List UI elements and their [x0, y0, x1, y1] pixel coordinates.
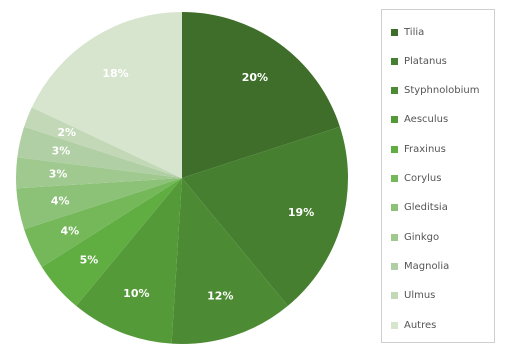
- pie-slice-fraxinus: [41, 178, 183, 306]
- slice-value-label-platanus: 19%: [288, 206, 314, 219]
- slice-value-label-magnolia: 3%: [52, 144, 71, 157]
- legend-item-aesculus: Aesculus: [391, 113, 448, 127]
- pie-slice-corylus: [24, 178, 183, 267]
- legend-swatch: [391, 321, 398, 329]
- pie-slice-aesculus: [76, 178, 182, 344]
- legend-item-fraxinus: Fraxinus: [391, 142, 446, 156]
- pie-slice-tilia: [182, 12, 340, 178]
- pie-slice-magnolia: [17, 126, 183, 178]
- legend-item-styphnolobium: Styphnolobium: [391, 84, 479, 98]
- legend-label: Ginkgo: [404, 231, 440, 243]
- slice-value-label-styphnolobium: 12%: [207, 289, 233, 302]
- legend-item-platanus: Platanus: [391, 54, 447, 68]
- legend-label: Aesculus: [404, 114, 449, 126]
- legend-swatch: [391, 175, 398, 182]
- legend-label: Magnolia: [404, 260, 450, 272]
- pie-slice-platanus: [182, 126, 349, 306]
- pie-slice-ulmus: [24, 107, 183, 178]
- legend-swatch: [391, 28, 398, 36]
- pie-slice-autres: [31, 12, 182, 178]
- slice-value-label-autres: 18%: [102, 67, 128, 80]
- legend-label: Autres: [404, 319, 437, 331]
- legend-label: Fraxinus: [404, 143, 446, 155]
- legend-item-tilia: Tilia: [391, 25, 424, 39]
- legend-swatch: [391, 262, 398, 270]
- legend-swatch: [391, 145, 398, 153]
- pie-chart: 20% 19% 12% 10% 5% 4% 4% 3% 3% 2% 18%: [16, 12, 349, 344]
- legend-swatch: [391, 233, 398, 241]
- legend-label: Styphnolobium: [404, 85, 480, 97]
- legend-label: Tilia: [404, 26, 425, 38]
- slice-value-label-ginkgo: 3%: [49, 168, 68, 181]
- slice-value-label-ulmus: 2%: [57, 126, 76, 139]
- legend: Tilia Platanus Styphnolobium Aesculus Fraxin…: [381, 9, 495, 343]
- legend-item-corylus: Corylus: [391, 172, 441, 186]
- pie-slice-styphnolobium: [171, 178, 288, 344]
- legend-item-autres: Autres: [391, 318, 436, 332]
- pie-slice-ginkgo: [16, 157, 182, 189]
- legend-label: Ulmus: [404, 290, 436, 302]
- legend-swatch: [391, 292, 398, 300]
- pie-labels: 20% 19% 12% 10% 5% 4% 4% 3% 3% 2% 18%: [49, 67, 315, 303]
- legend-swatch: [391, 204, 398, 212]
- slice-value-label-tilia: 20%: [242, 71, 268, 84]
- slice-value-label-gleditsia: 4%: [51, 195, 70, 208]
- legend-item-ginkgo: Ginkgo: [391, 230, 439, 244]
- legend-item-ulmus: Ulmus: [391, 289, 435, 303]
- pie-slices: [16, 12, 349, 344]
- slice-value-label-corylus: 4%: [60, 224, 79, 237]
- legend-swatch: [391, 57, 398, 65]
- legend-item-magnolia: Magnolia: [391, 259, 449, 273]
- pie-slice-gleditsia: [16, 178, 182, 230]
- legend-swatch: [391, 116, 398, 124]
- slice-value-label-fraxinus: 5%: [80, 254, 99, 267]
- legend-label: Corylus: [404, 173, 442, 184]
- legend-label: Platanus: [404, 55, 447, 67]
- legend-item-gleditsia: Gleditsia: [391, 201, 448, 215]
- legend-swatch: [391, 87, 398, 95]
- slice-value-label-aesculus: 10%: [123, 287, 149, 300]
- legend-label: Gleditsia: [404, 202, 448, 214]
